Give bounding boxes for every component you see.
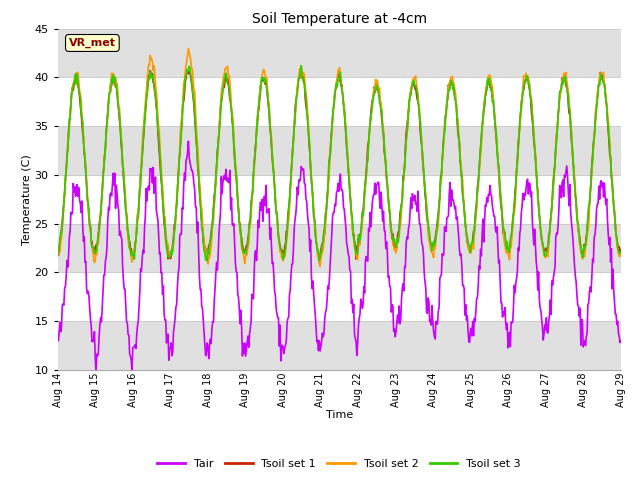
Title: Soil Temperature at -4cm: Soil Temperature at -4cm	[252, 12, 427, 26]
Y-axis label: Temperature (C): Temperature (C)	[22, 154, 31, 245]
Bar	[58, 321, 621, 370]
X-axis label: Time: Time	[326, 410, 353, 420]
Bar	[58, 126, 621, 175]
Legend: Tair, Tsoil set 1, Tsoil set 2, Tsoil set 3: Tair, Tsoil set 1, Tsoil set 2, Tsoil se…	[153, 454, 525, 473]
Bar	[58, 224, 621, 272]
Bar	[58, 29, 621, 77]
Text: VR_met: VR_met	[69, 38, 116, 48]
